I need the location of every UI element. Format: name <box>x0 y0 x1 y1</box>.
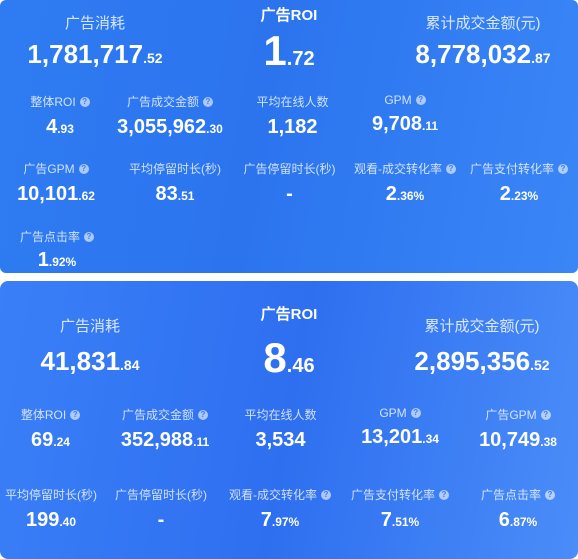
metric-cumulative-gmv: 累计成交金额(元) 8,778,032.87 <box>398 12 568 70</box>
metric-value: 41,831.84 <box>40 346 140 376</box>
metric-ad-stay: 广告停留时长(秒) - <box>232 160 347 206</box>
metric-label: 广告ROI <box>260 7 318 24</box>
metric-value: 3,534 <box>255 429 306 451</box>
metric-value: 1.92% <box>37 249 77 271</box>
question-circle-icon[interactable]: ? <box>540 409 551 420</box>
metric-value: 7.51% <box>380 509 420 531</box>
question-circle-icon[interactable]: ? <box>79 96 90 107</box>
metric-watch-conversion: 观看-成交转化率? 2.36% <box>345 160 465 206</box>
metric-avg-stay: 平均停留时长(秒) 83.51 <box>115 160 235 206</box>
metric-label: 广告支付转化率 <box>469 162 554 176</box>
metric-value: 7.97% <box>260 509 300 531</box>
question-circle-icon[interactable]: ? <box>70 409 81 420</box>
metric-gpm: GPM? 13,201.34 <box>345 406 455 449</box>
metric-value: 13,201.34 <box>361 426 439 448</box>
metric-value: - <box>157 509 165 531</box>
metric-label: 整体ROI <box>20 408 67 422</box>
metric-label: 广告消耗 <box>64 15 125 32</box>
metric-value: 10,101.62 <box>17 183 95 205</box>
metric-label: 平均停留时长(秒) <box>129 162 221 176</box>
question-circle-icon[interactable]: ? <box>446 163 456 174</box>
metric-label: 整体ROI <box>30 95 76 109</box>
metric-value: 2,895,356.52 <box>414 346 550 376</box>
metrics-panel-bottom: 广告消耗 41,831.84 广告ROI 8.46 累计成交金额(元) 2,89… <box>0 281 578 559</box>
metric-ad-roi: 广告ROI 8.46 <box>224 303 354 382</box>
metric-avg-online: 平均在线人数 1,182 <box>240 93 345 139</box>
question-circle-icon[interactable]: ? <box>78 163 89 174</box>
metric-value: 2.36% <box>385 183 425 205</box>
metric-value: 1,182 <box>267 116 318 138</box>
metric-value: 8,778,032.87 <box>415 39 551 69</box>
metric-value: 3,055,962.30 <box>117 116 223 138</box>
metric-value: 69.24 <box>31 429 70 451</box>
question-circle-icon[interactable]: ? <box>558 163 568 174</box>
metric-label: 广告停留时长(秒) <box>115 488 207 502</box>
metric-label: GPM <box>379 406 407 420</box>
metric-ad-spend: 广告消耗 41,831.84 <box>30 315 150 377</box>
metric-value: 1,781,717.52 <box>27 39 163 69</box>
metric-overall-roi: 整体ROI? 4.93 <box>10 93 110 139</box>
metric-label: 平均停留时长(秒) <box>5 488 97 502</box>
question-circle-icon[interactable]: ? <box>198 409 208 420</box>
question-circle-icon[interactable]: ? <box>203 96 213 107</box>
question-circle-icon[interactable]: ? <box>439 489 449 500</box>
metric-value: 10,749.38 <box>479 429 557 451</box>
question-circle-icon[interactable]: ? <box>415 95 426 105</box>
metric-avg-online: 平均在线人数 3,534 <box>228 406 333 452</box>
metric-label: 广告消耗 <box>59 318 120 335</box>
metric-value: 352,988.11 <box>120 429 210 451</box>
metric-value: 2.23% <box>499 183 539 205</box>
metric-value: 83.51 <box>155 183 195 205</box>
metric-label: 广告点击率 <box>480 488 541 502</box>
metric-value: 9,708.11 <box>371 113 439 135</box>
metric-label: 观看-成交转化率 <box>354 162 442 176</box>
question-circle-icon[interactable]: ? <box>410 408 421 418</box>
metric-value: 6.87% <box>498 509 538 531</box>
metric-label: 广告ROI <box>260 306 318 323</box>
metric-label: 累计成交金额(元) <box>425 15 541 32</box>
metric-label: 广告GPM <box>23 162 75 176</box>
metric-label: 广告停留时长(秒) <box>243 162 336 176</box>
metric-value: - <box>286 183 293 205</box>
metric-label: 观看-成交转化率 <box>229 488 317 502</box>
metric-ad-gpm: 广告GPM? 10,749.38 <box>462 406 574 452</box>
metric-value: 199.40 <box>25 509 77 531</box>
metric-gpm: GPM? 9,708.11 <box>350 93 460 136</box>
metric-ad-deal-amount: 广告成交金额? 352,988.11 <box>100 406 230 452</box>
metric-label: 广告成交金额 <box>126 95 199 109</box>
metric-label: 平均在线人数 <box>256 95 329 109</box>
metric-ad-stay: 广告停留时长(秒) - <box>105 486 217 532</box>
metric-label: 广告点击率 <box>19 230 80 244</box>
metric-ad-spend: 广告消耗 1,781,717.52 <box>20 12 170 70</box>
metric-label: 广告支付转化率 <box>350 488 435 502</box>
question-circle-icon[interactable]: ? <box>321 489 331 500</box>
question-circle-icon[interactable]: ? <box>545 489 555 500</box>
metric-value: 1.72 <box>263 27 315 74</box>
metric-avg-stay: 平均停留时长(秒) 199.40 <box>0 486 110 532</box>
metric-cumulative-gmv: 累计成交金额(元) 2,895,356.52 <box>392 315 572 377</box>
metric-value: 4.93 <box>46 116 74 138</box>
metric-label: 平均在线人数 <box>244 408 317 422</box>
metric-ad-ctr: 广告点击率? 1.92% <box>12 228 102 272</box>
metric-overall-roi: 整体ROI? 69.24 <box>8 406 93 452</box>
metric-label: 广告成交金额 <box>121 408 194 422</box>
metric-label: GPM <box>384 93 412 107</box>
metric-ad-gpm: 广告GPM? 10,101.62 <box>6 160 106 206</box>
metric-ad-pay-conversion: 广告支付转化率? 7.51% <box>340 486 460 532</box>
metric-value: 8.46 <box>263 334 315 381</box>
question-circle-icon[interactable]: ? <box>84 231 94 242</box>
metric-ad-roi: 广告ROI 1.72 <box>224 4 354 75</box>
metric-ad-ctr: 广告点击率? 6.87% <box>468 486 568 532</box>
metric-label: 广告GPM <box>485 408 537 422</box>
metric-ad-deal-amount: 广告成交金额? 3,055,962.30 <box>100 93 240 139</box>
metric-ad-pay-conversion: 广告支付转化率? 2.23% <box>462 160 576 206</box>
metric-watch-conversion: 观看-成交转化率? 7.97% <box>220 486 340 532</box>
metrics-panel-top: 广告消耗 1,781,717.52 广告ROI 1.72 累计成交金额(元) 8… <box>0 0 578 273</box>
metric-label: 累计成交金额(元) <box>424 318 540 335</box>
